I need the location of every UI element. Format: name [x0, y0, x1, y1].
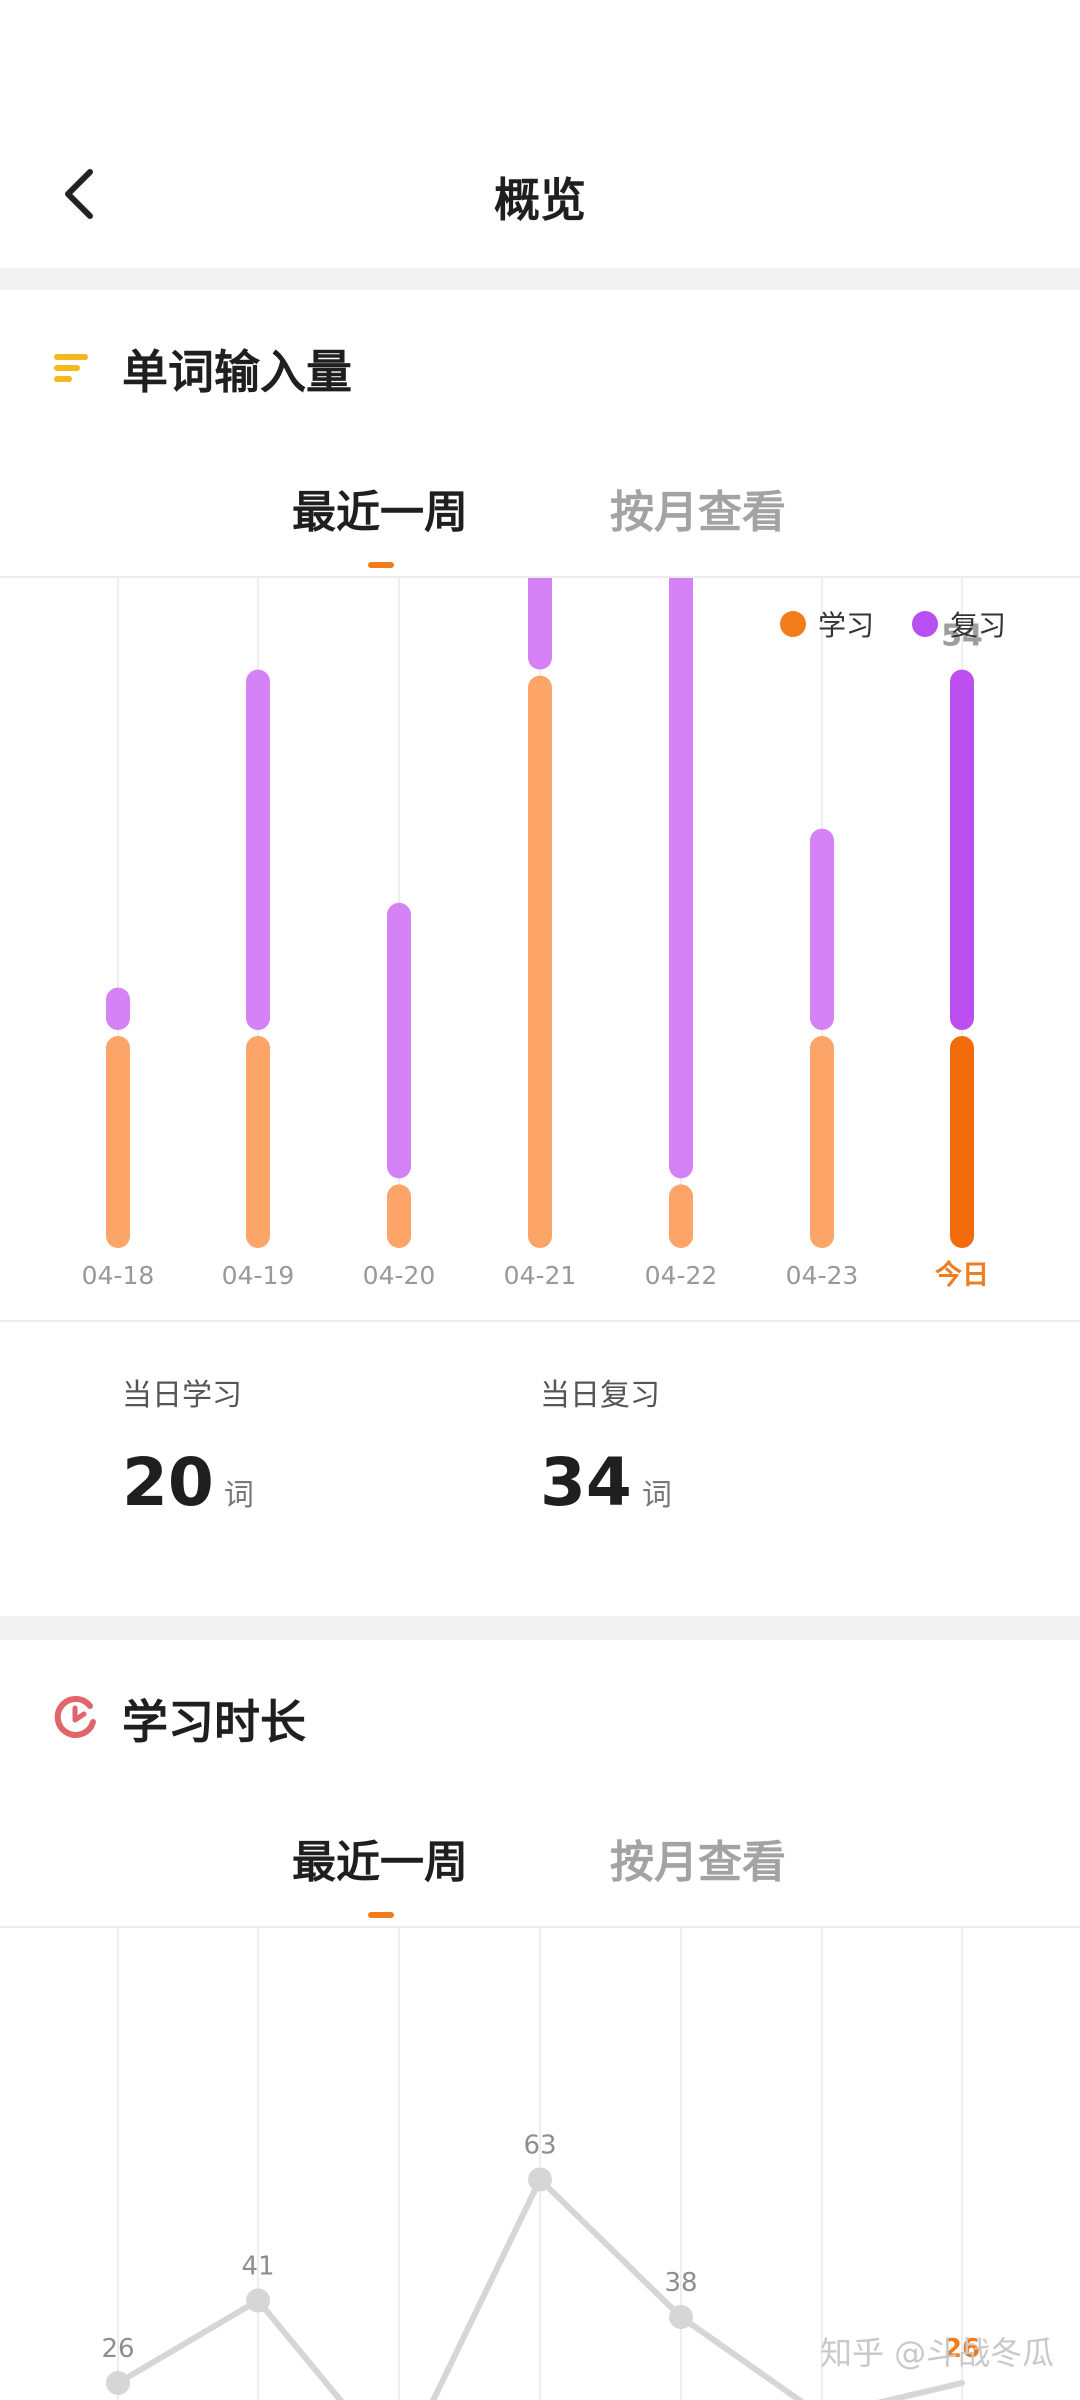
section-gap — [0, 1616, 1080, 1640]
today-review-unit: 词 — [641, 1478, 672, 1513]
watermark: 知乎 @斗战冬瓜 — [820, 2334, 1055, 2372]
word-input-bar-chart: 04-18 04-19 04-20 04-21 04-22 04-23 今日 54 — [82, 578, 989, 1291]
line-data-label: 41 — [241, 2252, 274, 2282]
legend-item-study: 学习 — [780, 604, 874, 644]
bar-review-2 — [387, 902, 411, 1179]
tab-recent-week[interactable]: 最近一周 — [292, 1837, 468, 1888]
x-tick-label: 04-21 — [504, 1261, 577, 1290]
section-gap — [0, 268, 1080, 290]
active-tab-indicator — [368, 1912, 394, 1918]
word-input-section-header: 单词输入量 — [0, 318, 1080, 418]
chart-bottom-divider — [0, 1320, 1080, 1322]
today-study-value: 20 — [122, 1444, 214, 1521]
chart-legend: 学习 复习 — [742, 604, 1006, 644]
bar-study-1 — [246, 1036, 270, 1248]
line-data-label: 26 — [944, 2334, 980, 2364]
bar-study-2 — [387, 1184, 411, 1248]
today-review-value: 34 — [540, 1444, 632, 1521]
data-label-today: 54 — [941, 619, 983, 654]
line-point — [669, 2305, 693, 2329]
word-input-title: 单词输入量 — [122, 345, 352, 399]
legend-item-review: 复习 — [912, 604, 1006, 644]
study-time-title: 学习时长 — [122, 1695, 306, 1749]
bar-review-5 — [810, 828, 834, 1030]
line-chart-top-divider — [0, 1926, 1080, 1928]
today-study-stat: 当日学习 20 词 — [122, 1370, 254, 1521]
study-time-tabs: 最近一周 按月查看 — [0, 1826, 1080, 1936]
legend-dot-study — [780, 611, 806, 637]
study-time-section-header: 学习时长 — [0, 1668, 1080, 1768]
bar-review-4 — [669, 578, 693, 1179]
x-tick-label: 今日 — [935, 1259, 989, 1291]
x-tick-label: 04-20 — [363, 1261, 436, 1290]
line-point — [246, 2288, 270, 2313]
x-tick-label: 04-22 — [645, 1261, 718, 1290]
bar-study-5 — [810, 1036, 834, 1248]
bars-icon — [54, 354, 88, 382]
bar-review-1 — [246, 669, 270, 1030]
study-time-line-chart: 26 41 63 38 26 — [101, 1928, 980, 2400]
bar-study-6 — [950, 1036, 974, 1248]
x-tick-label: 04-18 — [82, 1261, 155, 1290]
today-review-stat: 当日复习 34 词 — [540, 1370, 672, 1521]
today-study-label: 当日学习 — [122, 1378, 242, 1413]
page-title: 概览 — [494, 173, 586, 227]
line-data-label: 63 — [523, 2131, 556, 2161]
bar-study-0 — [106, 1036, 130, 1248]
word-input-tabs: 最近一周 按月查看 — [0, 476, 1080, 586]
chart-top-divider — [0, 576, 1080, 578]
legend-label-study: 学习 — [818, 609, 875, 642]
today-review-label: 当日复习 — [540, 1378, 660, 1413]
clock-icon — [54, 1695, 96, 1738]
tab-by-month[interactable]: 按月查看 — [610, 487, 786, 538]
bar-study-3 — [528, 675, 552, 1248]
bar-review-6 — [950, 669, 974, 1030]
bar-study-4 — [669, 1184, 693, 1248]
back-button[interactable] — [52, 158, 112, 230]
chevron-left-icon — [65, 169, 93, 219]
line-data-label: 26 — [101, 2334, 134, 2364]
tab-recent-week[interactable]: 最近一周 — [292, 487, 468, 538]
active-tab-indicator — [368, 562, 394, 568]
line-data-label: 38 — [664, 2268, 697, 2298]
tab-by-month[interactable]: 按月查看 — [610, 1837, 786, 1888]
x-tick-label: 04-23 — [786, 1261, 859, 1290]
line-point — [528, 2167, 552, 2192]
legend-dot-review — [912, 611, 939, 637]
legend-label-review: 复习 — [950, 609, 1007, 642]
x-tick-label: 04-19 — [222, 1261, 295, 1290]
line-point — [106, 2371, 130, 2395]
bar-review-3 — [528, 578, 552, 670]
bar-review-0 — [106, 987, 130, 1030]
app-header: 概览 — [0, 0, 1080, 268]
today-study-unit: 词 — [223, 1478, 254, 1513]
